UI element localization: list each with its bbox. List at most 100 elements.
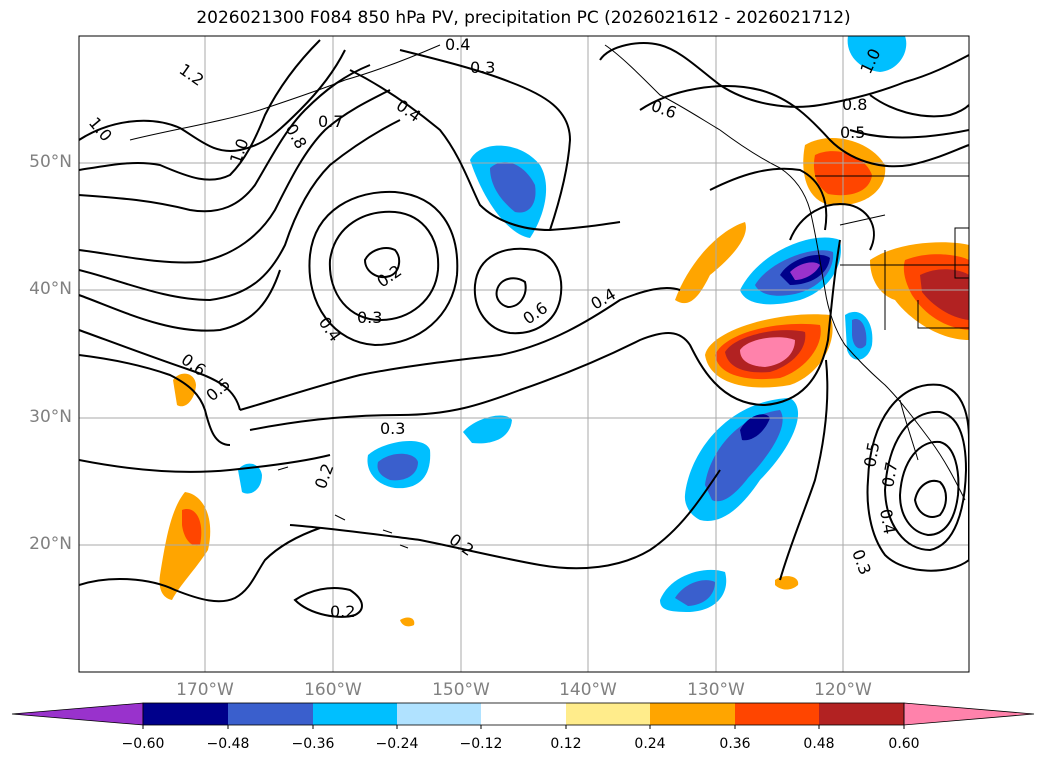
contour-line [789, 203, 875, 251]
colorbar-tick-label: 0.24 [634, 736, 666, 752]
island-small [277, 466, 289, 471]
contour-line [79, 64, 371, 213]
lon-label: 130°W [687, 680, 745, 700]
colorbar-bin [481, 703, 566, 725]
colorbar [11, 702, 1035, 729]
colorbar-tick-label: −0.12 [459, 736, 503, 752]
lat-label: 30°N [29, 407, 72, 427]
graticule [79, 36, 969, 672]
contour-line [849, 129, 969, 139]
contour-high-ring [308, 190, 459, 347]
lat-label: 20°N [29, 534, 72, 554]
contour-line [79, 89, 391, 264]
contour-label: 0.7 [878, 460, 901, 488]
hawaii-islands [334, 514, 409, 549]
precip-blob-negative-core [790, 262, 820, 280]
contour-high-ring [473, 247, 563, 335]
precip-blob-negative-core [490, 162, 536, 213]
precip-blob-negative-core [852, 319, 867, 349]
contour-label: 0.5 [840, 123, 865, 142]
contour-line [249, 239, 841, 431]
colorbar-bin [228, 703, 313, 725]
contour-low-ring [883, 410, 968, 552]
contour-high-ring [363, 247, 401, 278]
contour-line [239, 287, 681, 411]
colorbar-bin [650, 703, 735, 725]
colorbar-bin [735, 703, 819, 725]
contour-label: 0.2 [330, 602, 355, 621]
contour-line [293, 587, 363, 618]
contour-label: 0.3 [357, 308, 382, 327]
colorbar-tick-label: −0.24 [375, 736, 419, 752]
contour-line [79, 269, 281, 332]
contour-line [79, 354, 231, 446]
lat-label: 40°N [29, 279, 72, 299]
lon-label: 150°W [432, 680, 490, 700]
precip-blob-positive [400, 617, 415, 627]
lon-label: 140°W [559, 680, 617, 700]
contour-label: 0.7 [318, 112, 343, 131]
contour-line [349, 69, 621, 232]
contour-low-ring [913, 480, 947, 518]
colorbar-bin [819, 703, 904, 725]
state-borders [839, 214, 969, 330]
contour-line [869, 94, 969, 118]
colorbar-bin [397, 703, 481, 725]
precip-blob-negative [463, 415, 512, 444]
contour-line [639, 85, 969, 168]
precip-blob-negative-core [740, 414, 770, 441]
map-frame-bg [79, 36, 969, 672]
precip-blob-negative [238, 463, 262, 494]
colorbar-extend-left [11, 702, 144, 726]
precip-blob-positive-core [920, 269, 969, 320]
contour-high-ring [495, 277, 527, 309]
contour-line [79, 119, 401, 302]
lon-label: 120°W [814, 680, 872, 700]
precip-blob-positive-core [182, 509, 202, 546]
lon-label: 160°W [304, 680, 362, 700]
colorbar-tick-label: 0.60 [888, 736, 920, 752]
contour-line [599, 42, 969, 108]
coastline-baja [899, 399, 919, 461]
contour-line [779, 359, 829, 581]
contour-label: 0.8 [842, 95, 867, 114]
contour-line [79, 527, 321, 603]
precip-shading [159, 36, 969, 627]
contour-low-ring [898, 440, 960, 537]
map-title: 2026021300 F084 850 hPa PV, precipitatio… [196, 8, 851, 28]
contour-line [79, 454, 331, 473]
colorbar-tick-label: 0.12 [550, 736, 582, 752]
colorbar-tick-label: 0.48 [803, 736, 835, 752]
map-frame [78, 35, 970, 673]
contour-label: 0.5 [860, 440, 883, 468]
contour-label: 0.3 [470, 58, 495, 77]
contour-label: 0.4 [876, 507, 899, 535]
aleutians [129, 44, 441, 141]
precip-blob-negative-core [377, 453, 418, 481]
contour-line [79, 39, 321, 181]
contour-label: 0.3 [380, 419, 405, 438]
contour-line [399, 49, 572, 231]
precip-blob-negative-core [675, 580, 715, 606]
colorbar-bin [566, 703, 650, 725]
precip-blob-positive-core [740, 337, 795, 367]
lat-label: 50°N [29, 152, 72, 172]
coastlines [129, 44, 969, 549]
contour-line [289, 469, 721, 570]
precip-blob-positive [173, 373, 196, 407]
colorbar-tick-label: 0.36 [719, 736, 751, 752]
coastline-north-america [604, 44, 966, 501]
contour-high-ring [328, 210, 440, 322]
colorbar-extend-right [903, 702, 1035, 726]
contour-line [79, 49, 346, 152]
contour-label: 0.4 [445, 35, 470, 54]
precip-blob-negative [847, 36, 907, 72]
precip-blob-positive [675, 222, 746, 304]
contour-line [79, 329, 241, 411]
colorbar-bin [143, 703, 228, 725]
colorbar-tick-label: −0.60 [121, 736, 165, 752]
colorbar-tick-label: −0.36 [291, 736, 335, 752]
colorbar-bin [313, 703, 397, 725]
precip-blob-negative-core [705, 410, 783, 502]
